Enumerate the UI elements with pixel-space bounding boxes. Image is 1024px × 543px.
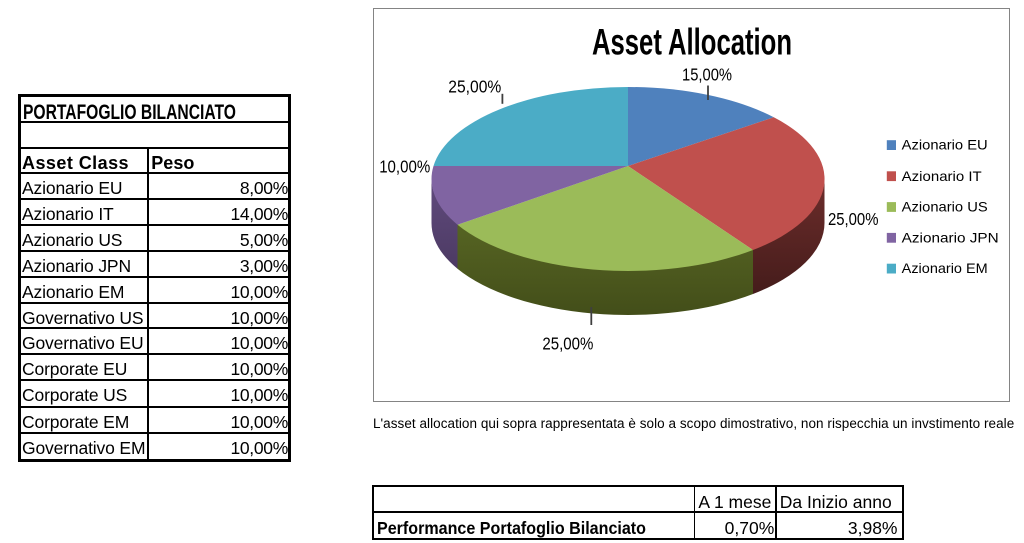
svg-text:25,00%: 25,00% [448, 77, 501, 97]
svg-text:10,00%: 10,00% [379, 157, 430, 177]
svg-text:Azionario IT: Azionario IT [902, 168, 982, 184]
svg-text:Azionario JPN: Azionario JPN [902, 229, 999, 245]
svg-text:Azionario US: Azionario US [902, 199, 988, 215]
svg-text:Azionario EM: Azionario EM [902, 260, 988, 276]
svg-text:Azionario EU: Azionario EU [902, 137, 988, 153]
svg-text:Asset Allocation: Asset Allocation [592, 21, 792, 63]
svg-text:25,00%: 25,00% [828, 209, 879, 229]
svg-text:25,00%: 25,00% [542, 334, 593, 354]
svg-text:15,00%: 15,00% [682, 65, 732, 85]
